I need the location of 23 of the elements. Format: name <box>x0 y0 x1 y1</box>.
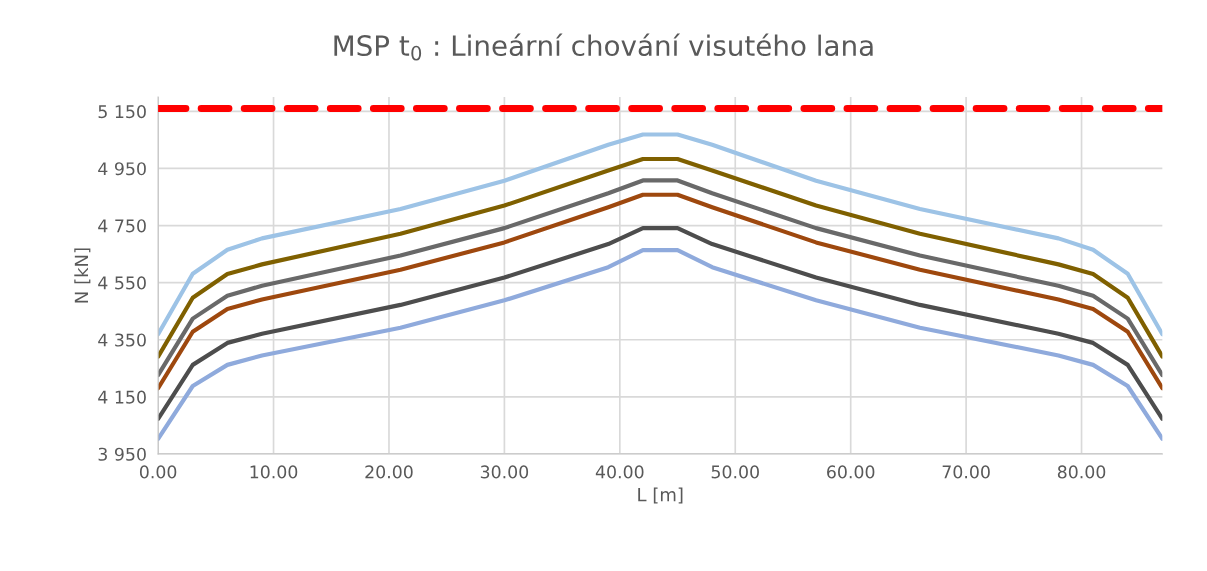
y-axis-title: N [kN] <box>74 248 91 303</box>
y-tick-label: 4 950 <box>98 162 146 176</box>
x-tick-label: 20.00 <box>365 465 413 479</box>
y-tick-label: 5 150 <box>98 105 146 119</box>
x-tick-label: 60.00 <box>827 465 875 479</box>
line-series <box>158 156 1163 359</box>
y-tick-label: 4 550 <box>98 276 146 290</box>
y-tick-label: 4 350 <box>98 333 146 347</box>
x-tick-label: 0.00 <box>139 465 177 479</box>
line-series <box>158 226 1163 421</box>
y-tick-label: 3 950 <box>98 447 146 461</box>
x-tick-label: 30.00 <box>480 465 529 479</box>
x-tick-label: 40.00 <box>595 465 644 479</box>
chart-title: MSP t$_{0}$ : Lineární chování visutého lana <box>334 33 873 61</box>
line-series <box>158 132 1163 337</box>
x-tick-label: 80.00 <box>1057 465 1106 479</box>
x-tick-label: 10.00 <box>250 465 298 479</box>
y-tick-label: 4 150 <box>98 390 146 404</box>
y-tick-label: 4 750 <box>98 219 146 233</box>
x-tick-label: 70.00 <box>942 465 990 479</box>
x-axis-title: L [m] <box>638 487 683 504</box>
line-series <box>158 248 1163 441</box>
x-tick-label: 50.00 <box>711 465 759 479</box>
